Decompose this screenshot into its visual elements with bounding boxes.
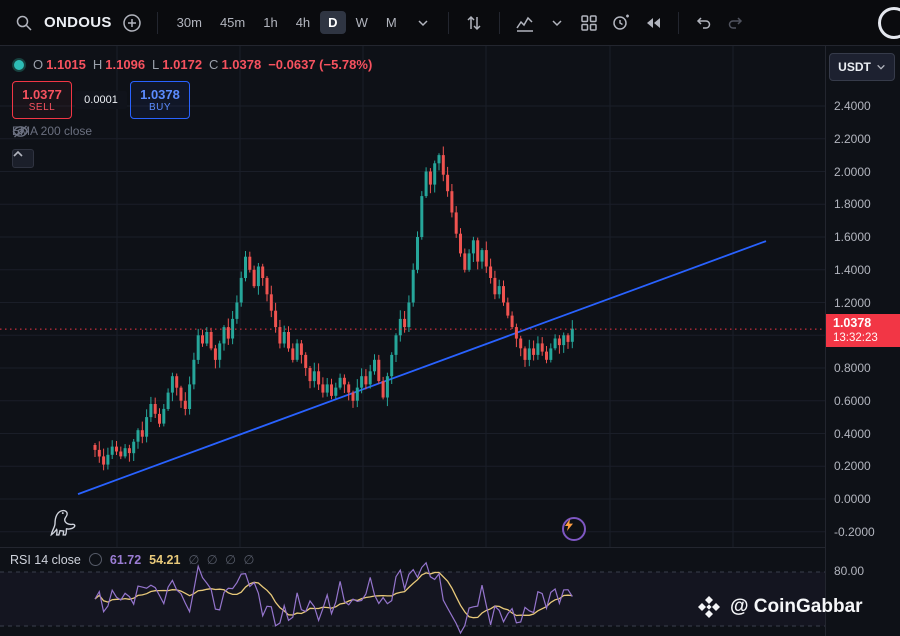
price-axis-label: 1.4000 [834,262,871,277]
watermark: @ CoinGabbar [697,595,863,619]
price-axis-label: 2.2000 [834,131,871,146]
chevron-down-icon [877,64,885,70]
high-value: 1.1096 [105,57,146,72]
series-color-dot [12,57,26,72]
sell-button[interactable]: 1.0377 SELL [12,81,72,119]
price-axis-label: 0.0000 [834,492,871,506]
price-axis[interactable]: USDT 2.4000 2.2000 2.0000 1.8000 1.6000 1.400… [825,45,900,636]
timeframe-button-1h[interactable]: 1h [263,15,278,30]
user-avatar[interactable] [878,6,900,39]
rsi-hint-icon[interactable] [88,553,102,566]
price-axis-label: 1.8000 [834,197,871,212]
close-value: 1.0378 [221,57,262,72]
buy-label: BUY [148,101,172,113]
rsi-axis-label: 80.00 [834,564,865,578]
redo-icon[interactable] [722,9,750,37]
collapse-legend-button[interactable] [12,149,34,168]
eye-off-icon[interactable] [12,124,29,139]
candlestick-chart[interactable] [0,45,826,547]
sell-price: 1.0377 [22,86,62,102]
search-icon[interactable] [10,9,38,37]
rsi-ma-value: 54.21 [149,552,181,567]
watermark-text: @ CoinGabbar [730,596,863,617]
rsi-chart[interactable] [0,548,826,636]
add-symbol-icon[interactable] [118,9,146,37]
symbol-name[interactable]: ONDOUS [44,14,112,31]
undo-icon[interactable] [690,9,718,37]
currency-label: USDT [838,60,871,74]
price-axis-label: 0.4000 [834,426,871,441]
coingabbar-logo-icon [698,596,720,618]
price-axis-label: -0.2000 [834,524,875,539]
ohlc-legend[interactable]: O 1.1015 H 1.1096 L 1.0172 C 1.0378 −0.0… [12,57,372,72]
quick-action-icon[interactable] [562,517,586,541]
price-axis-label: 1.6000 [834,230,871,244]
toolbar-divider [447,11,449,34]
ema-label: EMA 200 close [12,124,93,138]
timeframe-dropdown-icon[interactable] [409,9,437,37]
top-toolbar: ONDOUS 30m 45m 1h 4h D W M [0,0,900,46]
buy-button[interactable]: 1.0378 BUY [130,81,190,119]
price-axis-label: 0.6000 [834,393,871,408]
price-axis-label: 2.0000 [834,164,871,179]
open-value: 1.1015 [46,57,86,72]
open-label: O [33,57,44,72]
replay-icon[interactable] [639,9,667,37]
timeframe-button-30m[interactable]: 30m [176,15,202,30]
sell-label: SELL [28,101,56,113]
toolbar-divider [677,11,679,34]
close-label: C [209,57,219,72]
current-price-value: 1.0378 [833,316,872,331]
low-label: L [152,57,160,72]
toolbar-divider [498,11,500,34]
timeframe-button-4h[interactable]: 4h [295,15,311,30]
price-axis-label: 1.2000 [834,295,871,310]
low-value: 1.0172 [162,57,203,72]
rsi-label: RSI 14 close [10,552,81,567]
spread-value: 0.0001 [75,91,127,109]
price-axis-label: 0.8000 [834,361,871,375]
candle-countdown: 13:32:23 [833,332,878,345]
price-axis-label: 2.4000 [834,99,871,113]
timeframe-button-m[interactable]: M [385,15,397,30]
timeframe-button-w[interactable]: W [355,15,368,30]
price-pane: O 1.1015 H 1.1096 L 1.0172 C 1.0378 −0.0… [0,45,826,547]
current-price-badge[interactable]: 1.0378 13:32:23 [826,314,900,348]
timeframe-button-d[interactable]: D [320,11,346,34]
chart-style-icon[interactable] [511,9,539,37]
buy-price: 1.0378 [140,86,180,102]
timeframe-group: 30m 45m 1h 4h D W M [169,11,405,34]
rsi-pane: RSI 14 close 61.72 54.21 ∅ ∅ ∅ ∅ [0,547,826,636]
chart-style-dropdown-icon[interactable] [543,9,571,37]
alert-clock-icon[interactable] [607,9,635,37]
compare-arrows-icon[interactable] [460,9,488,37]
currency-selector[interactable]: USDT [829,53,895,81]
price-axis-label: 0.2000 [834,459,871,474]
rsi-indicator-legend[interactable]: RSI 14 close 61.72 54.21 ∅ ∅ ∅ ∅ [10,552,257,568]
rsi-empty-values: ∅ ∅ ∅ ∅ [188,553,257,567]
rsi-value: 61.72 [109,552,142,567]
toolbar-divider [156,11,158,34]
ema-indicator-legend[interactable]: EMA 200 close [12,124,92,138]
high-label: H [92,57,103,72]
change-value: −0.0637 (−5.78%) [268,57,373,72]
layout-grid-icon[interactable] [575,9,603,37]
timeframe-button-45m[interactable]: 45m [219,15,246,30]
trade-buttons: 1.0377 SELL 0.0001 1.0378 BUY [12,81,190,119]
